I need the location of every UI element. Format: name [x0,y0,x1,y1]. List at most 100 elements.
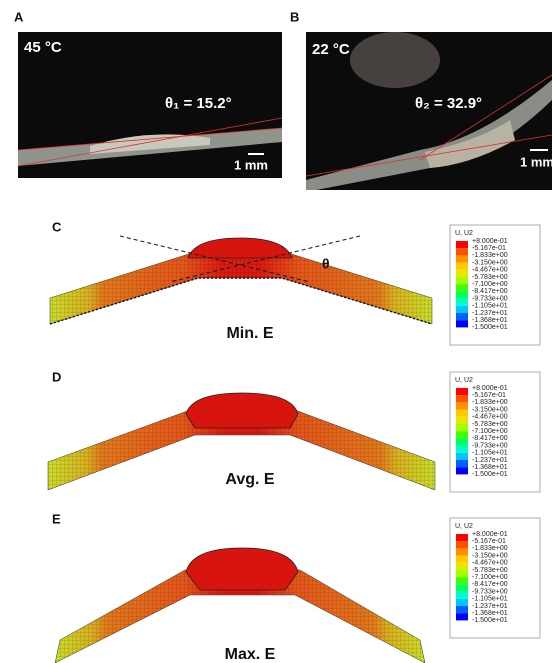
legend-value: -5.783e+00 [472,274,508,281]
legend-swatch [456,298,468,306]
dashed-line [169,235,361,283]
legend-value: -7.100e+00 [472,574,508,581]
caption: Max. E [225,646,276,663]
legend-value: -3.150e+00 [472,406,508,413]
legend-value: -1.237e+01 [472,310,508,317]
legend-value: -5.167e-01 [472,245,506,252]
legend-swatch [456,305,468,313]
scale-label: 1 mm [234,157,268,172]
legend-value: -9.733e+00 [472,588,508,595]
legend-value: -1.833e+00 [472,252,508,259]
caption: Min. E [226,325,273,342]
legend-swatch [456,248,468,256]
legend-value: -9.733e+00 [472,442,508,449]
legend-swatch [456,591,468,599]
legend-title: U, U2 [455,230,473,237]
legend-value: -5.167e-01 [472,538,506,545]
angle-symbol: θ [322,256,330,272]
legend-swatch [456,467,468,475]
legend-value: -8.417e+00 [472,288,508,295]
angle-line [306,134,552,177]
panel-label: C [52,219,62,234]
dome [185,547,299,591]
legend-value: -5.167e-01 [472,392,506,399]
angle-line [419,74,552,161]
legend-value: -5.783e+00 [472,421,508,428]
legend-swatch [456,460,468,468]
dashed-line [119,235,311,283]
legend-value: -8.417e+00 [472,435,508,442]
legend-swatch [456,241,468,249]
legend-swatch [456,438,468,446]
legend-swatch [456,598,468,606]
legend-value: -1.105e+01 [472,596,508,603]
legend-value: -3.150e+00 [472,259,508,266]
legend-value: -1.368e+01 [472,464,508,471]
legend-swatch [456,262,468,270]
angle: θ₂ = 32.9° [415,95,482,112]
legend-swatch [456,613,468,621]
legend-value: -8.417e+00 [472,581,508,588]
angle-line [17,117,283,167]
legend-swatch [456,284,468,292]
legend-swatch [456,431,468,439]
legend-value: -1.368e+01 [472,317,508,324]
sample-glue [425,120,515,168]
legend-value: -3.150e+00 [472,552,508,559]
legend-value: -7.100e+00 [472,428,508,435]
dome [185,392,299,429]
legend-swatch [456,409,468,417]
dotted-edge [49,277,433,325]
legend-value: -1.833e+00 [472,545,508,552]
legend-value: +8.000e-01 [472,531,508,538]
legend-swatch [456,320,468,328]
angle: θ₁ = 15.2° [165,95,232,112]
dome [187,237,293,259]
legend-swatch [456,445,468,453]
temperature: 45 °C [24,39,62,56]
legend-value: -1.500e+01 [472,471,508,478]
legend-value: -1.833e+00 [472,399,508,406]
legend-value: -7.100e+00 [472,281,508,288]
angle-line [17,127,283,151]
legend-swatch [456,388,468,396]
legend-swatch [456,562,468,570]
legend-swatch [456,541,468,549]
legend-value: -1.105e+01 [472,303,508,310]
sample-glue [90,134,210,154]
legend-swatch [456,584,468,592]
panel-label: E [52,511,61,526]
legend-swatch [456,606,468,614]
scale-label: 1 mm [520,154,552,169]
legend-swatch [456,570,468,578]
legend-value: -1.237e+01 [472,457,508,464]
legend-value: -4.467e+00 [472,267,508,274]
legend-value: -9.733e+00 [472,295,508,302]
caption: Avg. E [225,471,275,488]
beam-mesh [49,251,433,325]
legend-swatch [456,534,468,542]
legend-value: -1.368e+01 [472,610,508,617]
legend-swatch [456,269,468,277]
legend-value: -1.500e+01 [472,324,508,331]
legend-value: -1.105e+01 [472,450,508,457]
legend-value: -1.237e+01 [472,603,508,610]
temperature: 22 °C [312,41,350,58]
legend-swatch [456,255,468,263]
panel-label: D [52,369,61,384]
legend-swatch [456,577,468,585]
legend-swatch [456,416,468,424]
blur [350,32,440,88]
legend-swatch [456,395,468,403]
legend-value: -1.500e+01 [472,617,508,624]
legend-swatch [456,291,468,299]
legend-swatch [456,402,468,410]
legend-swatch [456,555,468,563]
legend-swatch [456,313,468,321]
legend-value: +8.000e-01 [472,385,508,392]
legend-swatch [456,277,468,285]
legend-title: U, U2 [455,523,473,530]
panel-label: B [290,9,299,24]
legend-swatch [456,452,468,460]
